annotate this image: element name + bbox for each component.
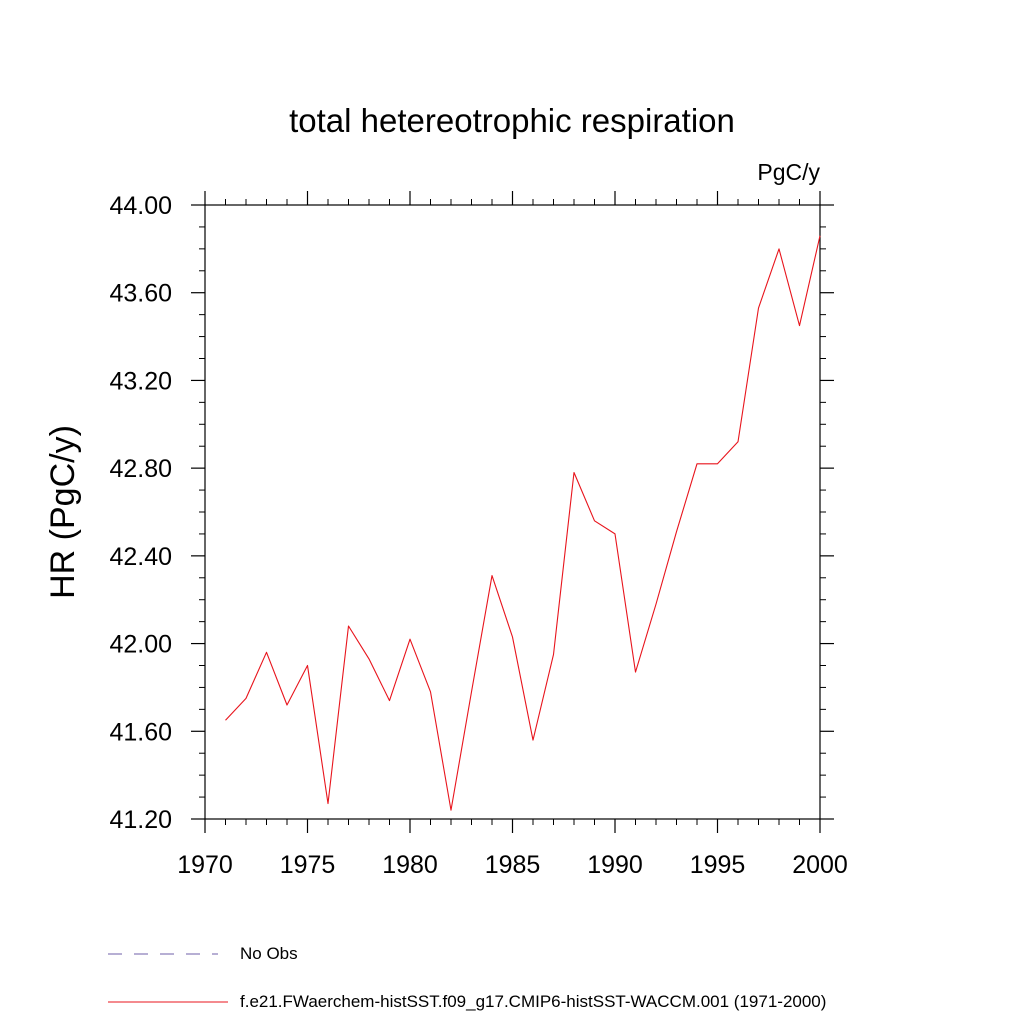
y-tick-label: 42.80 [109, 455, 172, 483]
y-tick-label: 42.00 [109, 631, 172, 659]
y-tick-label: 42.40 [109, 543, 172, 571]
minor-ticks [199, 199, 826, 825]
y-tick-label: 43.60 [109, 280, 172, 308]
y-tick-label: 44.00 [109, 192, 172, 220]
y-tick-label: 43.20 [109, 367, 172, 395]
x-axis-ticks: 1970 1975 1980 1985 1990 1995 2000 [177, 191, 848, 879]
y-axis-label: HR (PgC/y) [44, 425, 82, 599]
legend-label-model: f.e21.FWaerchem-histSST.f09_g17.CMIP6-hi… [240, 992, 826, 1011]
x-tick-label: 1990 [587, 851, 643, 879]
chart-title: total hetereotrophic respiration [289, 102, 735, 139]
y-axis-ticks: 41.20 41.60 42.00 42.40 42.80 43.20 43.60 44.00 [109, 192, 834, 834]
x-tick-label: 1975 [280, 851, 336, 879]
x-tick-label: 1970 [177, 851, 233, 879]
plot-frame [204, 204, 821, 820]
series-line-hr [225, 235, 821, 811]
x-tick-label: 1985 [485, 851, 541, 879]
y-tick-label: 41.60 [109, 718, 172, 746]
series-layer [225, 235, 821, 811]
x-tick-label: 1980 [382, 851, 438, 879]
units-label: PgC/y [757, 159, 820, 185]
legend-label-no-obs: No Obs [240, 944, 298, 963]
y-tick-label: 41.20 [109, 806, 172, 834]
x-tick-label: 1995 [690, 851, 746, 879]
x-tick-label: 2000 [792, 851, 848, 879]
